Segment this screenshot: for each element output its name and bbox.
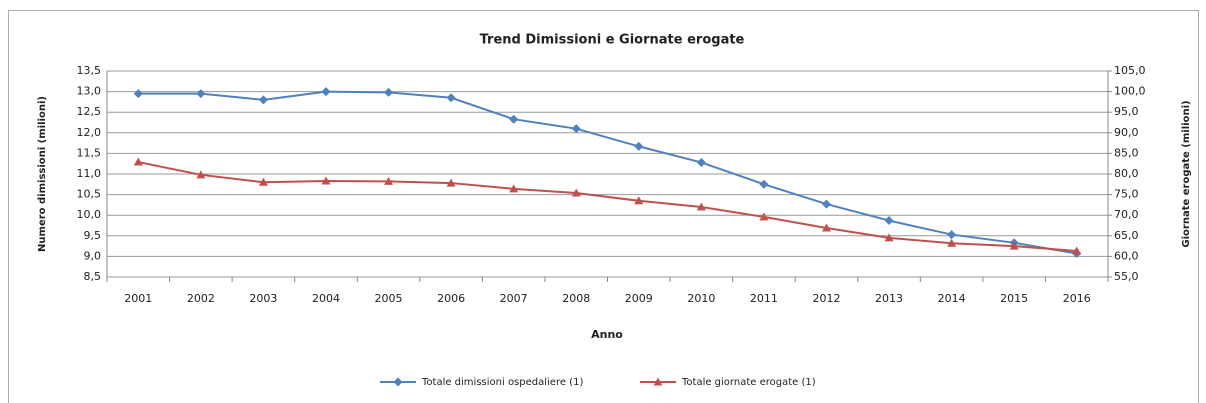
marker	[759, 179, 769, 189]
y-tick-label: 9,0	[84, 249, 102, 262]
marker	[1072, 246, 1082, 255]
y2-tick-label: 75,0	[1114, 188, 1139, 201]
marker	[446, 93, 456, 103]
marker	[821, 199, 831, 209]
marker	[947, 230, 957, 240]
x-tick-label: 2008	[562, 292, 590, 305]
x-tick-label: 2015	[1000, 292, 1028, 305]
x-tick-label: 2011	[750, 292, 778, 305]
x-tick-label: 2013	[875, 292, 903, 305]
marker	[1009, 241, 1019, 250]
y-tick-label: 11,0	[77, 167, 102, 180]
y2-tick-label: 80,0	[1114, 167, 1139, 180]
marker	[258, 95, 268, 105]
series-line	[138, 90, 1077, 255]
x-tick-label: 2012	[812, 292, 840, 305]
marker	[653, 377, 663, 386]
marker	[634, 196, 644, 205]
y-tick-label: 8,5	[84, 270, 102, 283]
x-tick-label: 2007	[500, 292, 528, 305]
x-tick-label: 2009	[625, 292, 653, 305]
marker	[696, 157, 706, 167]
marker	[321, 87, 331, 97]
marker	[884, 233, 894, 242]
y-tick-label: 10,5	[77, 188, 102, 201]
y2-tick-label: 65,0	[1114, 229, 1139, 242]
marker	[258, 177, 268, 186]
y-axis-label: Numero dimissioni (milioni)	[37, 96, 48, 252]
y2-tick-label: 100,0	[1114, 85, 1146, 98]
x-tick-label: 2002	[187, 292, 215, 305]
x-tick-label: 2016	[1063, 292, 1091, 305]
y2-tick-label: 85,0	[1114, 146, 1139, 159]
marker	[384, 87, 394, 97]
y2-tick-label: 105,0	[1114, 64, 1146, 77]
y-tick-label: 9,5	[84, 229, 102, 242]
x-tick-label: 2006	[437, 292, 465, 305]
y2-tick-label: 70,0	[1114, 208, 1139, 221]
x-tick-label: 2014	[938, 292, 966, 305]
marker	[133, 157, 143, 166]
legend-label: Totale dimissioni ospedaliere (1)	[421, 377, 583, 388]
marker	[759, 212, 769, 221]
x-tick-label: 2001	[124, 292, 152, 305]
legend-label: Totale giornate erogate (1)	[681, 377, 816, 388]
y-tick-label: 12,0	[77, 126, 102, 139]
marker	[821, 223, 831, 232]
marker	[571, 124, 581, 134]
y-tick-label: 13,5	[77, 64, 102, 77]
x-tick-label: 2003	[249, 292, 277, 305]
y2-tick-label: 60,0	[1114, 249, 1139, 262]
y2-tick-label: 95,0	[1114, 105, 1139, 118]
marker	[509, 184, 519, 193]
y2-tick-label: 55,0	[1114, 270, 1139, 283]
marker	[393, 377, 403, 387]
marker	[446, 178, 456, 187]
x-tick-label: 2004	[312, 292, 340, 305]
marker	[321, 176, 331, 185]
x-tick-label: 2005	[375, 292, 403, 305]
marker	[196, 89, 206, 99]
x-axis-label: Anno	[591, 328, 623, 341]
marker	[947, 238, 957, 247]
y2-tick-label: 90,0	[1114, 126, 1139, 139]
marker	[634, 141, 644, 151]
x-tick-label: 2010	[687, 292, 715, 305]
y-tick-label: 11,5	[77, 146, 102, 159]
series-line	[138, 161, 1077, 253]
marker	[696, 202, 706, 211]
marker	[384, 176, 394, 185]
marker	[884, 216, 894, 226]
marker	[509, 114, 519, 124]
y2-axis-label: Giornate erogate (milioni)	[1181, 100, 1192, 247]
marker	[133, 89, 143, 99]
y-tick-label: 10,0	[77, 208, 102, 221]
y-tick-label: 13,0	[77, 85, 102, 98]
marker	[571, 188, 581, 197]
y-tick-label: 12,5	[77, 105, 102, 118]
marker	[196, 170, 206, 179]
chart-title: Trend Dimissioni e Giornate erogate	[480, 33, 745, 48]
chart-frame	[8, 10, 1199, 403]
